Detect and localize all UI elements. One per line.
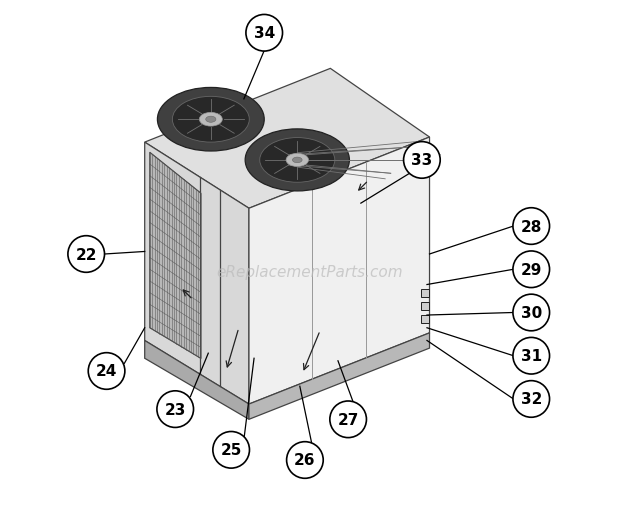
Text: 33: 33: [411, 153, 433, 168]
Polygon shape: [249, 333, 430, 419]
Ellipse shape: [206, 117, 216, 123]
Ellipse shape: [286, 154, 309, 167]
Ellipse shape: [260, 138, 335, 183]
Text: eReplacementParts.com: eReplacementParts.com: [216, 265, 404, 280]
Circle shape: [404, 143, 440, 179]
Circle shape: [513, 338, 549, 374]
Bar: [421, 302, 428, 310]
Circle shape: [157, 391, 193, 428]
Text: 23: 23: [164, 402, 186, 417]
Polygon shape: [249, 138, 430, 404]
Circle shape: [513, 295, 549, 331]
Circle shape: [213, 432, 249, 468]
Text: 25: 25: [221, 442, 242, 458]
Polygon shape: [144, 341, 249, 419]
Text: 26: 26: [294, 453, 316, 468]
Ellipse shape: [245, 130, 350, 191]
Circle shape: [68, 236, 105, 273]
Ellipse shape: [293, 158, 302, 163]
Bar: [421, 290, 428, 298]
Text: 31: 31: [521, 349, 542, 363]
Ellipse shape: [200, 113, 222, 127]
Text: 32: 32: [521, 392, 542, 407]
Polygon shape: [144, 143, 249, 404]
Text: 27: 27: [337, 412, 359, 427]
Polygon shape: [144, 69, 430, 209]
Circle shape: [513, 381, 549, 417]
Text: 24: 24: [96, 364, 117, 379]
Ellipse shape: [172, 97, 249, 143]
Circle shape: [286, 442, 323, 478]
Text: 28: 28: [521, 219, 542, 234]
Bar: [421, 315, 428, 323]
Circle shape: [246, 15, 283, 52]
Ellipse shape: [157, 88, 264, 152]
Circle shape: [88, 353, 125, 389]
Text: 30: 30: [521, 305, 542, 320]
Text: 29: 29: [521, 262, 542, 277]
Circle shape: [513, 251, 549, 288]
Text: 34: 34: [254, 26, 275, 41]
Text: 22: 22: [76, 247, 97, 262]
Polygon shape: [150, 153, 201, 358]
Circle shape: [330, 401, 366, 438]
Circle shape: [513, 208, 549, 245]
